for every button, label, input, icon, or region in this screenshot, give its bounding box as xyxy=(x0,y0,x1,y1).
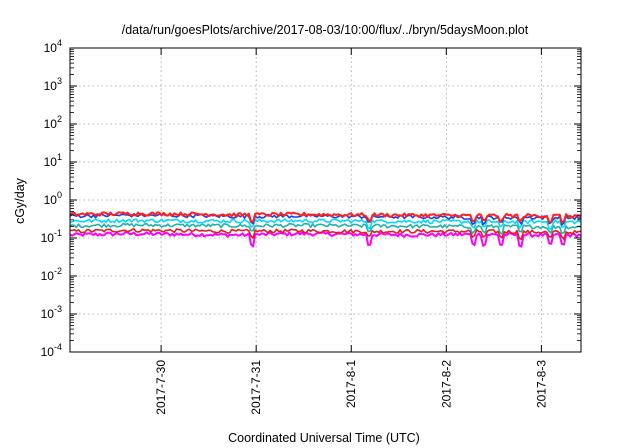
series-line xyxy=(69,231,582,248)
x-tick-label: 2017-8-1 xyxy=(344,360,358,408)
series-line xyxy=(69,218,582,230)
y-tick-label: 104 xyxy=(44,38,62,55)
x-tick-label: 2017-8-3 xyxy=(534,360,548,408)
series-lines xyxy=(69,211,582,248)
y-tick-label: 101 xyxy=(44,152,62,169)
y-tick-label: 100 xyxy=(44,190,62,207)
axis-ticks: 10-4 10-3 10-2 10-1 100 101 102 103 104 2017-7-30… xyxy=(41,38,581,415)
series-line xyxy=(69,211,582,224)
series-line xyxy=(69,228,582,240)
x-tick-label: 2017-8-2 xyxy=(439,360,453,408)
grid-lines xyxy=(70,48,581,352)
series-line xyxy=(69,222,582,235)
x-tick-label: 2017-7-30 xyxy=(154,360,168,415)
chart-title: /data/run/goesPlots/archive/2017-08-03/1… xyxy=(122,23,529,37)
y-tick-label: 10-1 xyxy=(41,228,62,245)
y-axis-title: cGy/day xyxy=(13,177,27,224)
y-tick-label: 103 xyxy=(44,76,62,93)
y-tick-label: 10-4 xyxy=(41,342,62,359)
y-tick-label: 10-2 xyxy=(41,266,62,283)
x-tick-label: 2017-7-31 xyxy=(249,360,263,415)
y-tick-label: 10-3 xyxy=(41,304,62,321)
x-axis-title: Coordinated Universal Time (UTC) xyxy=(228,431,420,445)
y-tick-label: 102 xyxy=(44,114,62,131)
